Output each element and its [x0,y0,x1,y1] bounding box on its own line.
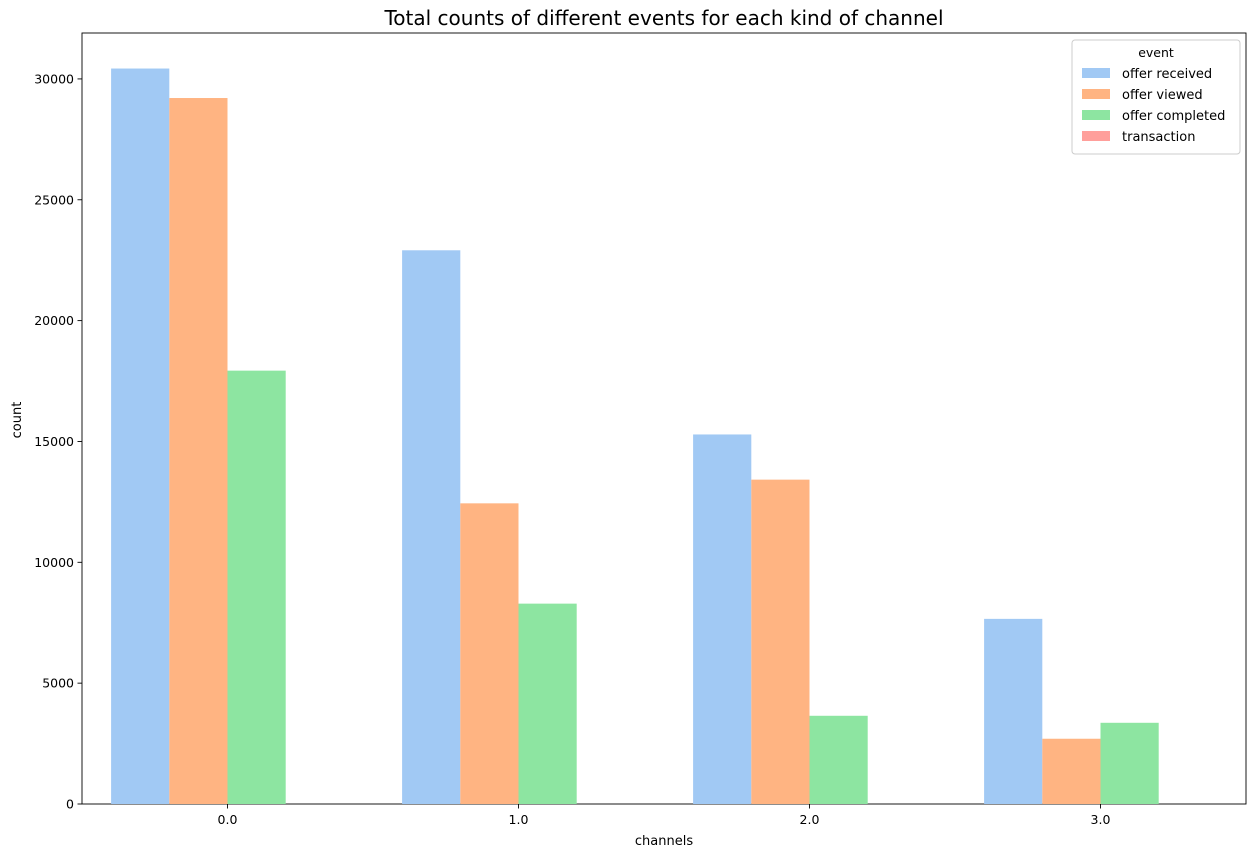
plot-frame [81,32,1247,805]
legend-swatch [1082,89,1110,99]
bar-offer-completed-0.0 [227,370,286,804]
legend-swatch [1082,110,1110,120]
legend-swatch [1082,68,1110,78]
legend-title: event [1138,45,1174,60]
legend-label: offer completed [1122,109,1225,124]
legend-label: offer viewed [1122,88,1203,103]
bar-offer-viewed-0.0 [169,98,228,804]
bar-offer-viewed-2.0 [751,479,810,804]
bar-offer-received-2.0 [693,434,752,804]
bar-offer-viewed-1.0 [460,503,519,804]
bar-offer-completed-3.0 [1100,722,1159,804]
bar-offer-received-3.0 [984,618,1043,804]
plot-area [81,32,1247,805]
x-tick-label: 0.0 [218,812,238,827]
y-tick-label: 30000 [34,71,74,86]
bar-offer-received-1.0 [402,250,461,805]
legend-label: offer received [1122,67,1212,82]
y-axis-label: count [10,402,25,439]
legend-label: transaction [1122,130,1195,145]
bar-offer-viewed-3.0 [1042,738,1101,804]
x-tick-label: 1.0 [509,812,529,827]
y-axis: 0 5000 10000 15000 20000 25000 30000 [34,71,82,812]
x-tick-label: 2.0 [800,812,820,827]
y-tick-label: 10000 [34,555,74,570]
x-axis-label: channels [635,834,693,849]
bars [111,68,1159,805]
y-tick-label: 15000 [34,434,74,449]
legend: event offer received offer viewed offer com… [1071,39,1241,155]
bar-offer-completed-1.0 [518,603,577,804]
y-tick-label: 0 [66,797,74,812]
y-tick-label: 5000 [42,676,74,691]
x-axis: 0.0 1.0 2.0 3.0 [218,804,1111,827]
chart-title: Total counts of different events for eac… [383,6,943,30]
y-tick-label: 20000 [34,313,74,328]
legend-swatch [1082,131,1110,141]
legend-frame [1071,39,1241,155]
bar-offer-received-0.0 [111,68,170,805]
x-tick-label: 3.0 [1091,812,1111,827]
bar-offer-completed-2.0 [809,715,868,804]
y-tick-label: 25000 [34,192,74,207]
